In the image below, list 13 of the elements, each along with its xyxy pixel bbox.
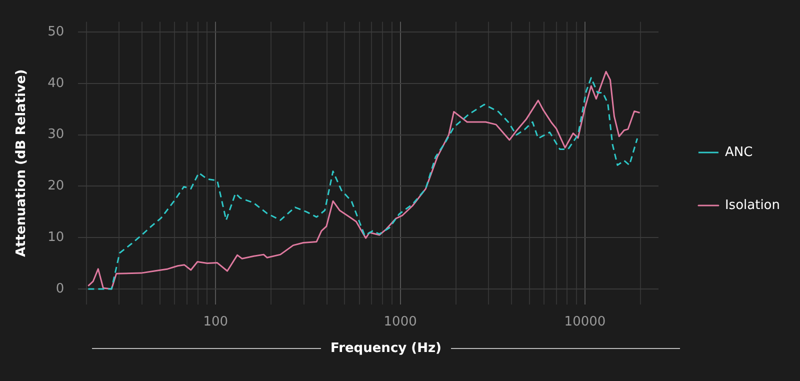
y-tick-label: 40 (48, 76, 64, 91)
legend-label: Isolation (724, 198, 780, 213)
legend-label: ANC (724, 144, 753, 160)
x-axis-title: Frequency (Hz) (330, 341, 442, 356)
x-tick-label: 1000 (384, 314, 417, 330)
y-tick-label: 0 (56, 281, 64, 296)
x-tick-label: 100 (203, 314, 228, 330)
y-tick-label: 20 (48, 178, 64, 194)
y-tick-label: 30 (48, 127, 64, 142)
y-axis-title: Attenuation (dB Relative) (14, 69, 30, 257)
y-tick-label: 50 (48, 24, 64, 40)
y-tick-label: 10 (48, 230, 64, 245)
x-tick-label: 10000 (564, 314, 606, 330)
